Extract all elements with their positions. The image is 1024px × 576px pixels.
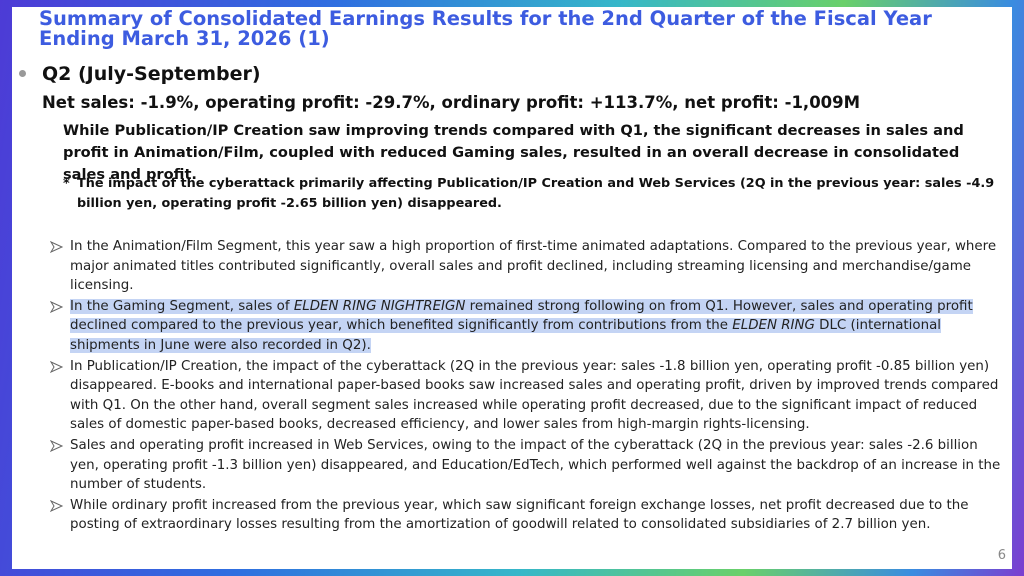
slide-panel: Summary of Consolidated Earnings Results… <box>12 7 1012 569</box>
bullet-text: Sales and operating profit increased in … <box>70 437 1001 493</box>
bullet-text: In Publication/IP Creation, the impact o… <box>70 358 999 433</box>
bullet: Sales and operating profit increased in … <box>48 436 1006 495</box>
summary-line: Net sales: -1.9%, operating profit: -29.… <box>42 93 861 112</box>
bullet-arrow <box>50 439 64 452</box>
bullet: In the Animation/Film Segment, this year… <box>48 237 1006 296</box>
bullet-text: ELDEN RING NIGHTREIGN <box>293 298 466 314</box>
overview-text: While Publication/IP Creation saw improv… <box>63 122 964 183</box>
note-text: The impact of the cyberattack primarily … <box>77 176 995 211</box>
bullet-arrow <box>50 499 64 512</box>
bullet-dot <box>19 70 26 77</box>
bullet-arrow <box>50 300 64 313</box>
bullet-text: In the Gaming Segment, sales of <box>70 298 294 314</box>
bullet: While ordinary profit increased from the… <box>48 496 1006 535</box>
bullet-arrow <box>50 241 64 253</box>
page-number: 6 <box>997 548 1006 563</box>
bullet-text: While ordinary profit increased from the… <box>70 497 969 533</box>
bullet-text: ELDEN RING <box>732 318 815 334</box>
bullet-arrow <box>50 360 64 373</box>
bullet-text: In the Animation/Film Segment, this year… <box>70 239 997 294</box>
bullet: In Publication/IP Creation, the impact o… <box>48 357 1006 435</box>
note: * The impact of the cyberattack primaril… <box>63 174 1017 214</box>
bullet: In the Gaming Segment, sales of ELDEN RI… <box>48 297 1006 356</box>
note-marker: * <box>63 176 70 191</box>
bullet-list: In the Animation/Film Segment, this year… <box>48 237 1006 536</box>
section-heading: Q2 (July-September) <box>42 63 261 85</box>
slide-title: Summary of Consolidated Earnings Results… <box>39 7 932 50</box>
